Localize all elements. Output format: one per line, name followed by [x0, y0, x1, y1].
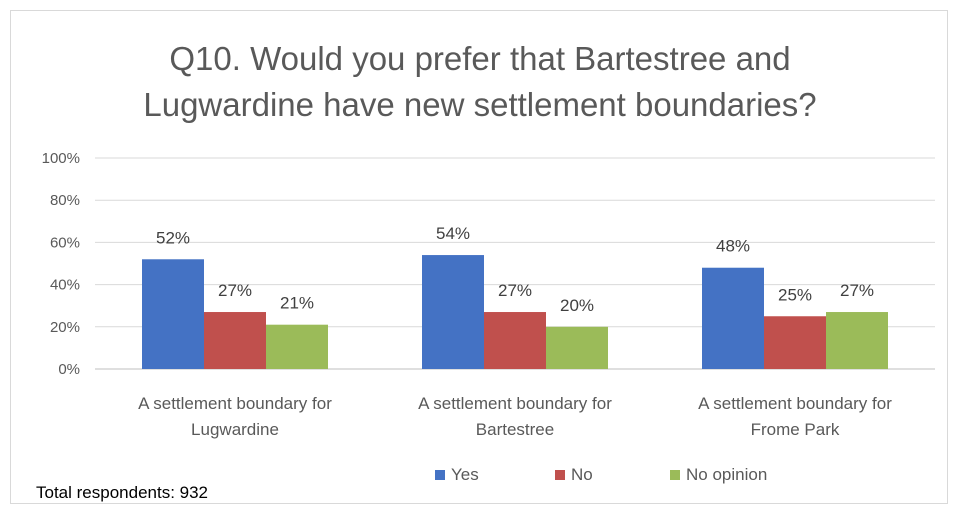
- data-label-no-opinion-1: 21%: [280, 294, 314, 313]
- legend-swatch-no: [555, 470, 565, 480]
- data-label-no-1: 27%: [218, 281, 252, 300]
- category-label-3-line-2: Frome Park: [751, 420, 840, 439]
- legend-label-yes: Yes: [451, 465, 479, 484]
- category-label-1-line-1: A settlement boundary for: [138, 394, 332, 413]
- data-label-no-opinion-2: 20%: [560, 296, 594, 315]
- y-tick-label: 40%: [50, 277, 80, 294]
- chart-title-line-2: Lugwardine have new settlement boundarie…: [143, 86, 817, 123]
- bar-no-opinion-2: [546, 326, 608, 369]
- data-label-no-2: 27%: [498, 281, 532, 300]
- y-tick-label: 0%: [58, 361, 80, 378]
- bar-no-2: [484, 312, 546, 369]
- y-tick-label: 80%: [50, 192, 80, 209]
- chart-title-line-1: Q10. Would you prefer that Bartestree an…: [169, 40, 791, 77]
- data-label-yes-1: 52%: [156, 228, 190, 247]
- legend-item-no-opinion: No opinion: [670, 463, 767, 487]
- legend-swatch-yes: [435, 470, 445, 480]
- legend-item-no: No: [555, 463, 593, 487]
- y-tick-label: 20%: [50, 319, 80, 336]
- y-tick-label: 60%: [50, 234, 80, 251]
- bar-yes-1: [142, 259, 204, 369]
- data-label-yes-3: 48%: [716, 237, 750, 256]
- bar-yes-3: [702, 267, 764, 369]
- total-respondents-note: Total respondents: 932: [36, 483, 209, 502]
- category-label-2-line-1: A settlement boundary for: [418, 394, 612, 413]
- bar-no-opinion-1: [266, 324, 328, 369]
- category-label-1-line-2: Lugwardine: [191, 420, 279, 439]
- bar-no-opinion-3: [826, 312, 888, 369]
- data-label-no-3: 25%: [778, 285, 812, 304]
- bar-yes-2: [422, 255, 484, 369]
- legend-label-no: No: [571, 465, 593, 484]
- legend-swatch-no-opinion: [670, 470, 680, 480]
- legend-label-no-opinion: No opinion: [686, 465, 768, 484]
- data-label-no-opinion-3: 27%: [840, 281, 874, 300]
- category-label-2-line-2: Bartestree: [476, 420, 554, 439]
- bar-no-3: [764, 316, 826, 369]
- legend-item-yes: Yes: [435, 463, 479, 487]
- y-tick-label: 100%: [42, 150, 80, 167]
- bar-no-1: [204, 312, 266, 369]
- category-label-3-line-1: A settlement boundary for: [698, 394, 892, 413]
- data-label-yes-2: 54%: [436, 224, 470, 243]
